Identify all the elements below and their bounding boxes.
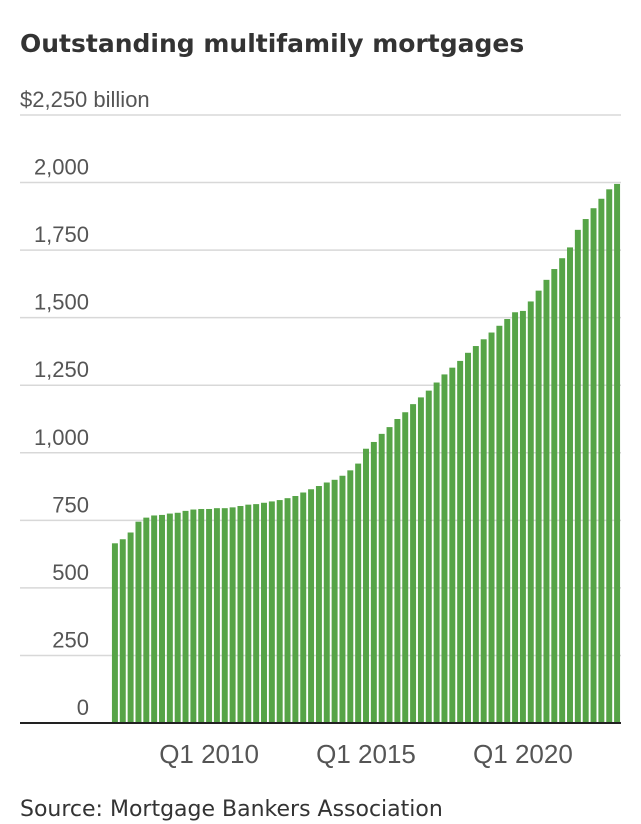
bar <box>378 433 385 723</box>
y-tick-label: 1,500 <box>34 290 89 315</box>
bar <box>253 504 260 723</box>
bar <box>347 470 354 723</box>
x-tick-label: Q1 2015 <box>316 739 416 769</box>
bar <box>182 510 189 723</box>
bar <box>441 374 448 723</box>
bar <box>355 463 362 723</box>
bar <box>543 279 550 723</box>
bar <box>402 412 409 723</box>
bar <box>237 506 244 723</box>
y-tick-label: 1,250 <box>34 357 89 382</box>
bar <box>527 301 534 723</box>
bar <box>567 247 573 724</box>
bar <box>363 448 369 723</box>
bar <box>519 310 526 723</box>
bar <box>166 513 173 723</box>
bar <box>488 332 495 723</box>
bar <box>206 508 213 723</box>
bar <box>213 508 220 723</box>
bar <box>425 390 432 723</box>
bar <box>496 325 503 723</box>
bar <box>284 498 291 723</box>
y-tick-label: 250 <box>52 627 89 652</box>
chart-title: Outstanding multifamily mortgages <box>20 29 524 58</box>
bar <box>221 508 228 723</box>
y-tick-label: 0 <box>77 695 89 720</box>
bar <box>268 501 275 723</box>
bar <box>590 208 597 723</box>
bar <box>480 339 487 723</box>
x-tick-label: Q1 2020 <box>473 739 573 769</box>
source: Source: Mortgage Bankers Association <box>20 797 443 822</box>
bar <box>535 290 542 723</box>
bar <box>198 508 205 723</box>
bar <box>559 258 566 723</box>
bar <box>323 482 330 723</box>
bar <box>119 539 126 723</box>
bar <box>574 229 581 723</box>
bar <box>512 312 519 723</box>
bar <box>292 496 299 723</box>
bar <box>308 489 315 723</box>
bar <box>276 500 283 723</box>
bar <box>315 486 322 723</box>
bar <box>472 346 479 723</box>
y-tick-label: 750 <box>52 492 89 517</box>
y-tick-label: $2,250 billion <box>20 87 150 112</box>
bar <box>135 521 142 723</box>
bar <box>410 404 417 723</box>
bar <box>190 509 197 723</box>
bar <box>174 512 181 723</box>
y-tick-label: 500 <box>52 560 89 585</box>
bar <box>551 269 558 723</box>
bar <box>159 514 165 723</box>
bar <box>433 382 440 723</box>
bar <box>449 367 456 723</box>
bar <box>614 183 621 723</box>
y-tick-label: 1,750 <box>34 222 89 247</box>
bar <box>370 441 377 723</box>
bar <box>606 189 613 724</box>
bar <box>261 502 267 723</box>
bar <box>394 419 401 723</box>
bar <box>465 352 471 723</box>
bar <box>143 517 150 723</box>
bar <box>598 198 605 723</box>
bar <box>229 507 236 723</box>
bar <box>300 492 307 723</box>
bar <box>339 475 346 723</box>
bar <box>331 479 338 723</box>
bar <box>457 360 464 723</box>
x-tick-label: Q1 2010 <box>159 739 259 769</box>
bar <box>504 319 511 723</box>
bar <box>386 427 393 723</box>
bar <box>151 515 158 723</box>
y-tick-label: 1,000 <box>34 425 89 450</box>
bar <box>111 543 118 723</box>
bar <box>245 504 252 723</box>
bar <box>127 532 134 723</box>
y-tick-label: 2,000 <box>34 155 89 180</box>
bar <box>417 397 424 723</box>
bar <box>582 219 589 723</box>
